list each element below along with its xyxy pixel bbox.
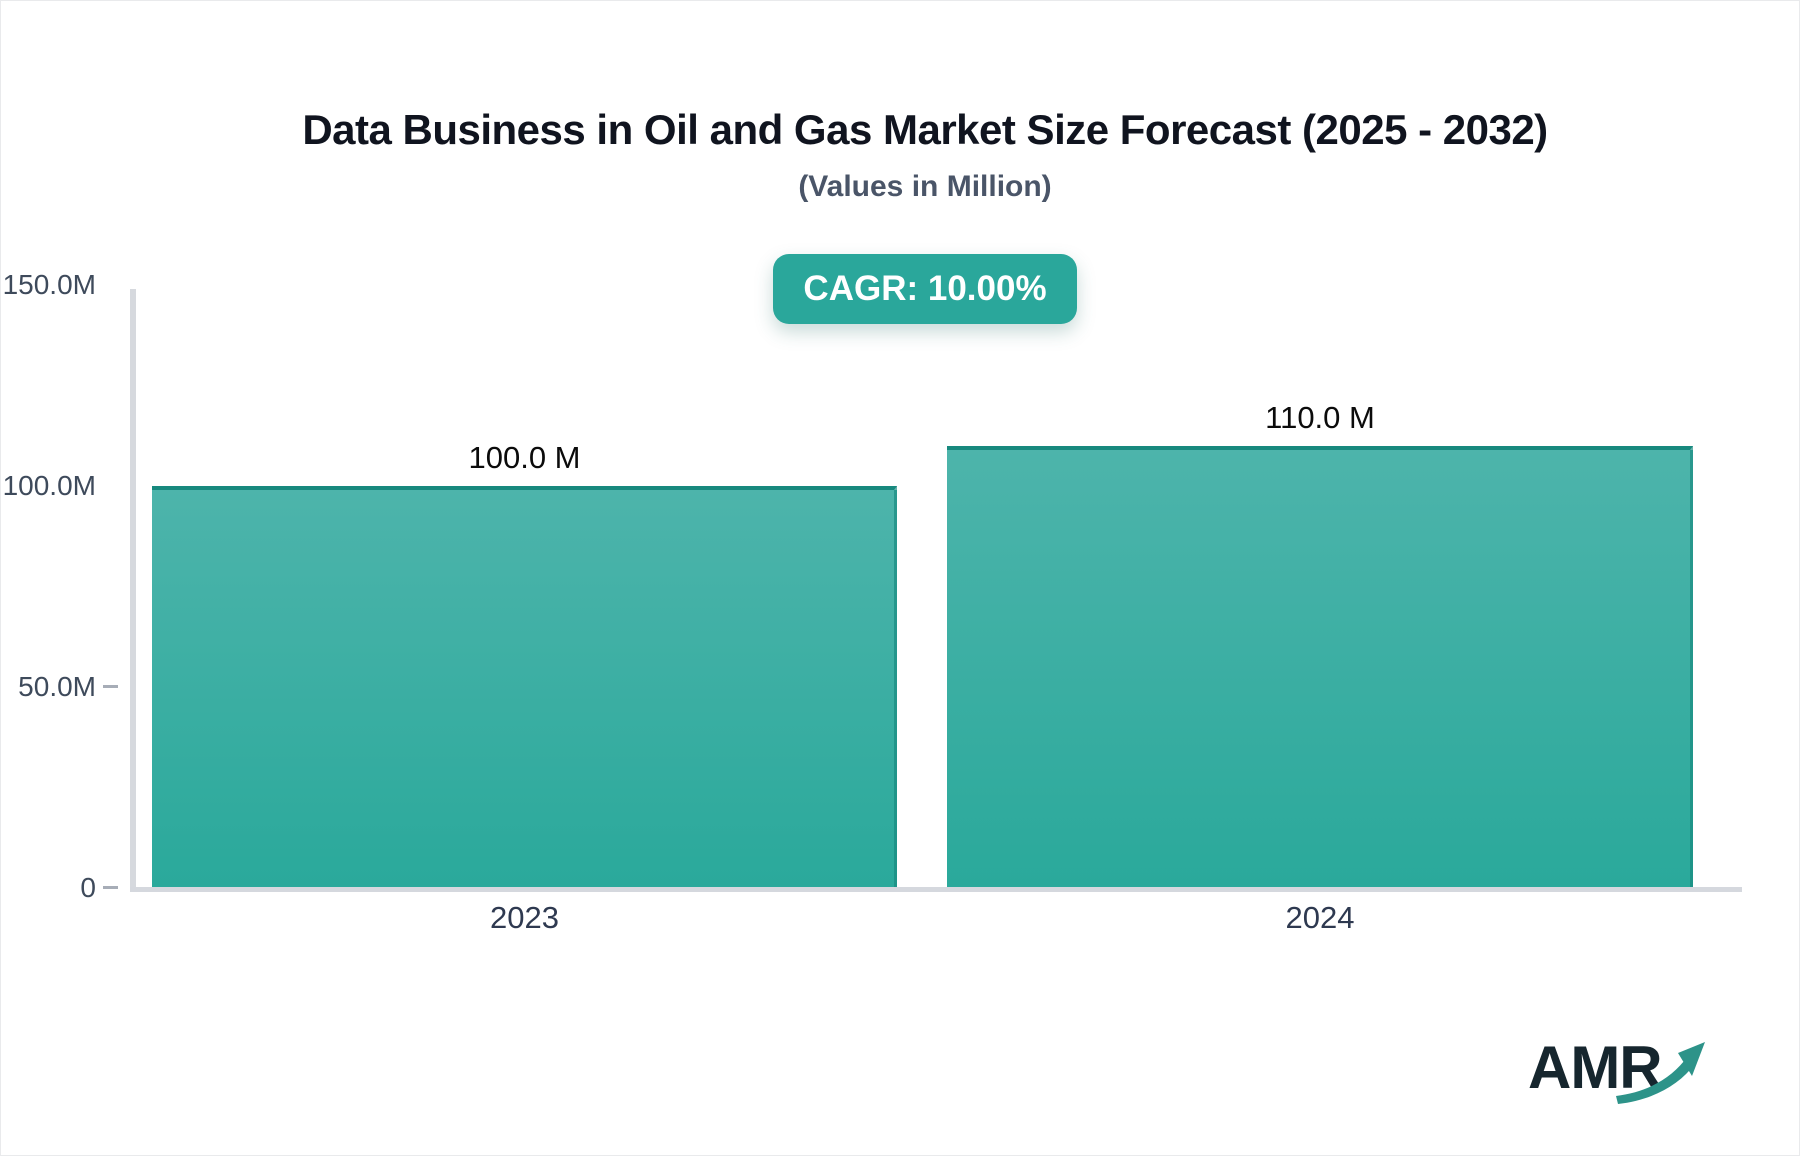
bar-2023 (152, 486, 897, 887)
bar-2024 (947, 445, 1693, 887)
x-axis-label: 2024 (1285, 900, 1355, 935)
x-axis-line (130, 887, 1742, 892)
cagr-badge-row: CAGR: 10.00% (50, 254, 1800, 324)
amr-logo-graphic: AMR (1528, 1034, 1705, 1104)
y-axis-label: 100.0M (2, 470, 96, 501)
amr-logo: AMR (1528, 1028, 1728, 1112)
y-axis-tick (103, 886, 118, 889)
chart-subtitle: (Values in Million) (798, 170, 1052, 203)
bar-value-label: 100.0 M (468, 440, 581, 475)
logo-arrow-icon (1616, 1056, 1695, 1104)
y-axis-label: 50.0M (18, 671, 96, 702)
logo-arrowhead-icon (1678, 1042, 1705, 1076)
cagr-badge: CAGR: 10.00% (773, 254, 1077, 324)
y-axis-label: 0 (80, 872, 96, 903)
y-axis-label: 150.0M (2, 269, 96, 300)
bar-value-label: 110.0 M (1265, 399, 1375, 435)
y-axis-line (130, 289, 136, 892)
y-axis-tick (103, 685, 118, 688)
amr-logo-text: AMR (1528, 1034, 1662, 1101)
x-axis-label: 2023 (490, 900, 559, 935)
chart-title: Data Business in Oil and Gas Market Size… (302, 106, 1548, 153)
